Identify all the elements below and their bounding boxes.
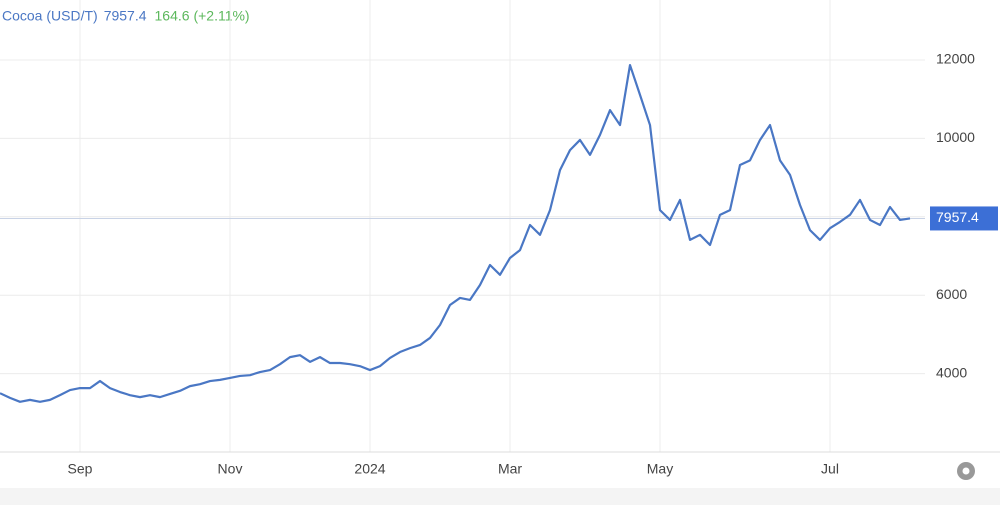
x-tick-label: Nov	[218, 461, 243, 477]
last-price: 7957.4	[104, 8, 147, 24]
price-line	[0, 63, 911, 403]
settings-icon[interactable]	[957, 462, 975, 480]
y-tick-label: 6000	[936, 286, 967, 302]
x-tick-label: May	[647, 461, 673, 477]
x-tick-label: Sep	[68, 461, 93, 477]
gear-hole	[962, 467, 970, 475]
chart-title: Cocoa (USD/T)	[2, 8, 98, 24]
toolbar-strip	[0, 488, 1000, 505]
x-tick-label: Jul	[821, 461, 839, 477]
y-tick-label: 4000	[936, 364, 967, 380]
x-tick-label: 2024	[354, 461, 385, 477]
y-tick-label: 10000	[936, 129, 975, 145]
x-tick-label: Mar	[498, 461, 522, 477]
last-value-label: 7957.4	[936, 209, 979, 225]
last-value-tag	[930, 206, 998, 231]
y-tick-label: 12000	[936, 51, 975, 67]
price-change: 164.6 (+2.11%)	[155, 8, 250, 24]
